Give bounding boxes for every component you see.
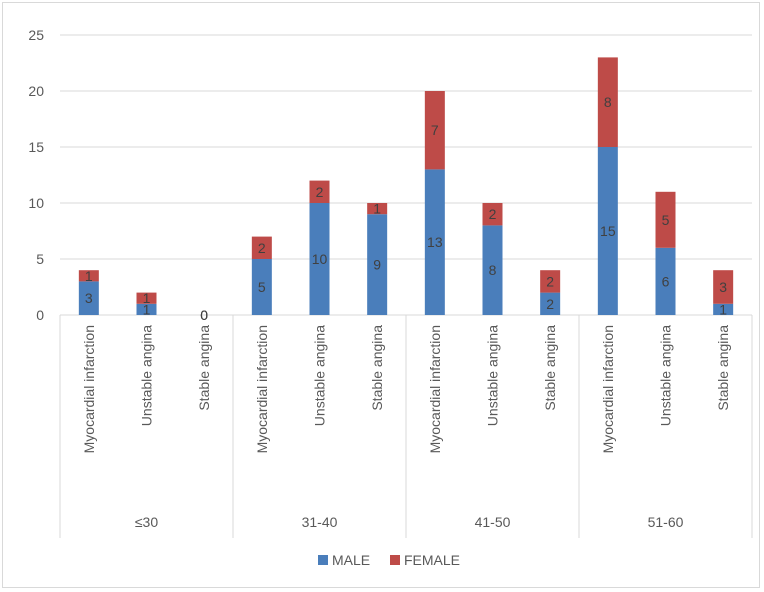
subcategory-label: Stable angina [369,325,385,411]
bar-male [136,303,157,315]
bar-male [309,203,330,315]
bar-male [482,225,503,315]
bar-male [540,292,561,315]
data-label-male: 15 [600,223,616,239]
data-label-female: 2 [258,240,266,256]
y-tick-label: 10 [28,195,44,211]
data-label-female: 5 [662,212,670,228]
data-label-female: 2 [489,206,497,222]
bar-male [367,214,388,315]
data-label-female: 1 [373,201,381,217]
subcategory-label: Unstable angina [485,325,501,426]
data-label-female: 8 [604,94,612,110]
subcategory-label: Stable angina [542,325,558,411]
data-label-male: 3 [85,290,93,306]
data-label-female: 2 [546,273,554,289]
data-label-female: 3 [719,279,727,295]
bar-female [597,57,618,147]
bar-male [713,303,734,315]
y-tick-label: 0 [36,307,44,323]
group-label: ≤30 [135,514,158,530]
data-label-male: 1 [143,301,151,317]
y-tick-label: 15 [28,139,44,155]
y-tick-label: 5 [36,251,44,267]
data-label-female: 2 [316,184,324,200]
subcategory-label: Unstable angina [312,325,328,426]
data-label-male: 10 [312,251,328,267]
group-label: 31-40 [302,514,338,530]
data-label-female: 0 [200,307,208,323]
data-label-male: 1 [719,301,727,317]
data-label-male: 6 [662,273,670,289]
bar-male [251,259,272,315]
data-label-male: 5 [258,279,266,295]
data-label-male: 9 [373,257,381,273]
data-label-male: 13 [427,234,443,250]
bar-male [655,247,676,315]
subcategory-label: Myocardial infarction [427,325,443,453]
bar-female [713,270,734,304]
subcategory-label: Myocardial infarction [254,325,270,453]
subcategory-label: Unstable angina [658,325,674,426]
data-label-female: 1 [85,268,93,284]
bar-female [78,270,99,282]
subcategory-label: Unstable angina [139,325,155,426]
data-label-female: 1 [143,290,151,306]
group-label: 51-60 [648,514,684,530]
subcategory-label: Myocardial infarction [81,325,97,453]
data-label-male: 2 [546,296,554,312]
legend-label: FEMALE [404,552,460,568]
data-label-male: 8 [489,262,497,278]
data-label-male: 0 [200,307,208,323]
bar-female [655,191,676,248]
bar-female [309,180,330,203]
bar-female [424,91,445,170]
subcategory-label: Myocardial infarction [600,325,616,453]
bar-female [251,236,272,259]
data-label-female: 7 [431,122,439,138]
group-label: 41-50 [475,514,511,530]
y-tick-label: 25 [28,27,44,43]
bar-male [78,281,99,315]
subcategory-label: Stable angina [196,325,212,411]
y-tick-label: 20 [28,83,44,99]
bar-female [482,203,503,226]
bar-female [367,203,388,215]
bar-male [597,147,618,315]
subcategory-label: Stable angina [715,325,731,411]
bar-female [540,270,561,293]
bar-female [136,292,157,304]
bar-male [424,169,445,315]
legend-swatch [390,555,400,565]
legend-label: MALE [332,552,370,568]
legend-swatch [318,555,328,565]
